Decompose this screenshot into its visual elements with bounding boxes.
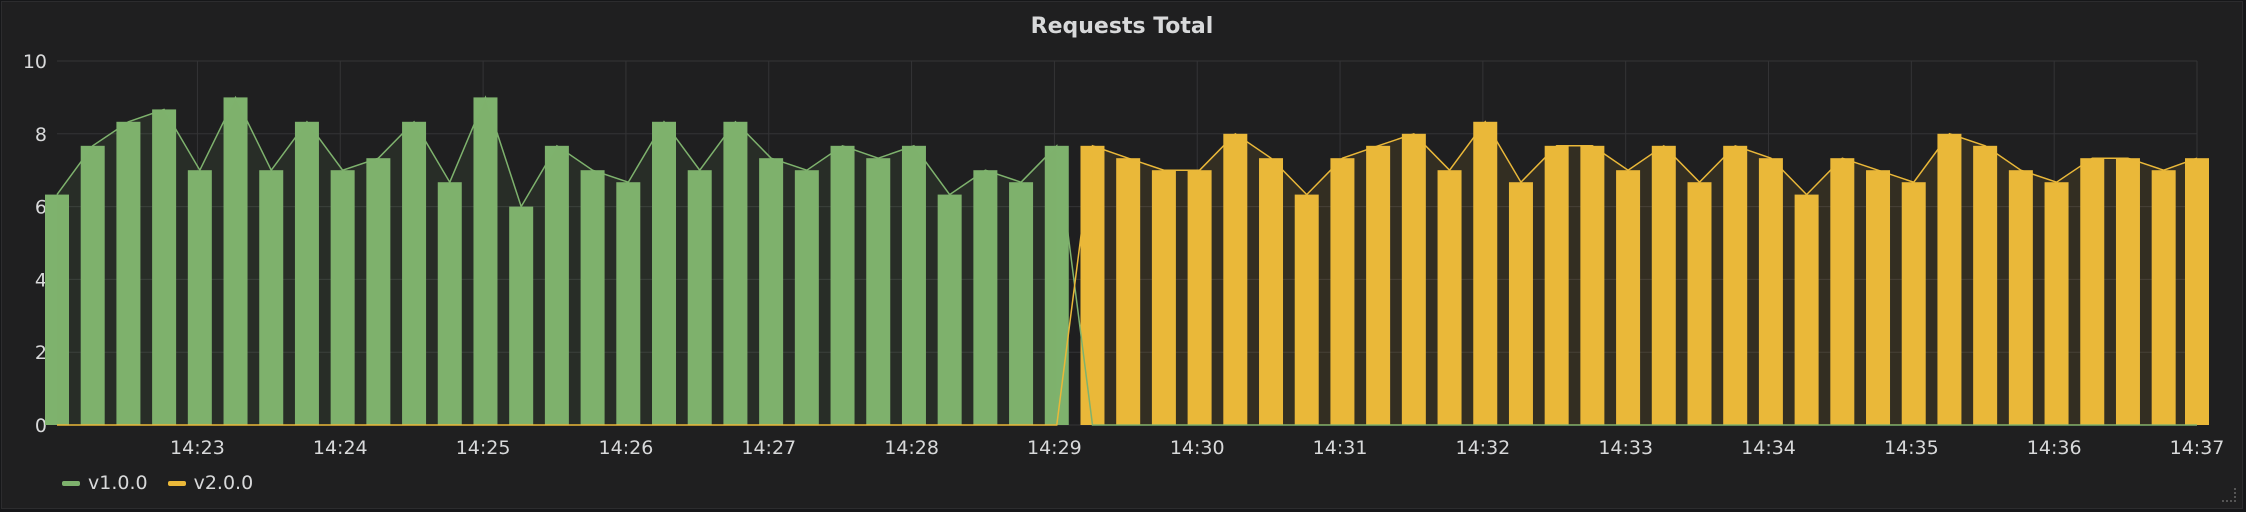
x-tick-label: 14:34 <box>1741 437 1796 459</box>
bar-v1-0-0 <box>80 145 105 425</box>
x-tick-label: 14:27 <box>741 437 796 459</box>
x-tick-label: 14:31 <box>1313 437 1368 459</box>
bar-v1-0-0 <box>544 145 569 425</box>
bar-v2-0-0 <box>1223 133 1248 426</box>
bar-v2-0-0 <box>1937 133 1962 426</box>
x-tick-label: 14:30 <box>1170 437 1225 459</box>
bar-v1-0-0 <box>116 121 141 426</box>
bar-v1-0-0 <box>580 170 605 425</box>
bar-v2-0-0 <box>1580 145 1605 425</box>
x-tick-label: 14:32 <box>1455 437 1510 459</box>
bar-v1-0-0 <box>830 145 855 425</box>
x-tick-label: 14:28 <box>884 437 939 459</box>
bar-v2-0-0 <box>1687 182 1712 425</box>
bar-v2-0-0 <box>2185 158 2209 426</box>
bar-v2-0-0 <box>1830 158 1855 426</box>
bar-v2-0-0 <box>1723 145 1748 425</box>
x-tick-label: 14:29 <box>1027 437 1082 459</box>
bar-v2-0-0 <box>2044 182 2069 425</box>
bar-v1-0-0 <box>901 145 926 425</box>
legend: v1.0.0 v2.0.0 <box>62 472 253 494</box>
legend-swatch-v1 <box>62 480 80 486</box>
series-line-v1-0-0 <box>56 95 2197 426</box>
bar-v2-0-0 <box>1401 133 1426 426</box>
bar-v2-0-0 <box>1473 121 1498 426</box>
bar-v2-0-0 <box>1294 194 1319 425</box>
bar-v2-0-0 <box>1080 145 1105 425</box>
legend-label-v2: v2.0.0 <box>193 472 254 494</box>
y-tick-label: 8 <box>35 124 47 146</box>
legend-item-v1[interactable]: v1.0.0 <box>62 472 148 494</box>
bar-v1-0-0 <box>1044 145 1069 425</box>
bar-v2-0-0 <box>1508 182 1533 425</box>
bar-v2-0-0 <box>2008 170 2033 425</box>
x-tick-label: 14:25 <box>456 437 511 459</box>
bar-v1-0-0 <box>330 170 355 425</box>
bar-v1-0-0 <box>152 109 177 426</box>
bar-v2-0-0 <box>1330 158 1355 426</box>
bar-v2-0-0 <box>2151 170 2176 425</box>
bar-v1-0-0 <box>187 170 212 425</box>
bar-v1-0-0 <box>509 206 534 425</box>
bar-v1-0-0 <box>223 97 248 426</box>
area-v1-0-0 <box>57 97 1057 426</box>
bar-v1-0-0 <box>437 182 462 425</box>
bar-v1-0-0 <box>937 194 962 425</box>
legend-label-v1: v1.0.0 <box>88 472 148 494</box>
series-line-v2-0-0 <box>57 120 2198 426</box>
bar-v1-0-0 <box>473 97 498 426</box>
bar-v2-0-0 <box>1973 145 1998 425</box>
y-tick-label: 0 <box>35 415 47 437</box>
bar-v2-0-0 <box>1116 158 1141 426</box>
bar-v2-0-0 <box>1758 158 1783 426</box>
bar-v1-0-0 <box>616 182 641 425</box>
bar-v2-0-0 <box>1651 145 1676 425</box>
bar-v1-0-0 <box>45 194 69 425</box>
bar-v1-0-0 <box>687 170 712 425</box>
panel-title[interactable]: Requests Total <box>1030 14 1214 39</box>
bar-v1-0-0 <box>402 121 427 426</box>
x-tick-label: 14:33 <box>1598 437 1653 459</box>
bar-v2-0-0 <box>1187 170 1212 425</box>
bar-v2-0-0 <box>2080 158 2105 426</box>
bar-v1-0-0 <box>294 121 319 426</box>
area-v2-0-0 <box>1092 121 2197 426</box>
bar-v2-0-0 <box>1901 182 1926 425</box>
x-tick-label: 14:35 <box>1884 437 1939 459</box>
bar-v2-0-0 <box>1151 170 1176 425</box>
bar-v2-0-0 <box>1366 145 1391 425</box>
bar-v2-0-0 <box>1866 170 1891 425</box>
bar-v1-0-0 <box>973 170 998 425</box>
x-tick-label: 14:37 <box>2170 437 2225 459</box>
bar-v1-0-0 <box>366 158 391 426</box>
bar-v2-0-0 <box>1794 194 1819 425</box>
bar-v1-0-0 <box>652 121 677 426</box>
y-tick-label: 6 <box>35 197 47 219</box>
x-tick-label: 14:24 <box>313 437 368 459</box>
bar-v2-0-0 <box>1437 170 1462 425</box>
bar-v2-0-0 <box>2115 158 2140 426</box>
bar-v2-0-0 <box>1544 145 1569 425</box>
bar-v1-0-0 <box>1009 182 1034 425</box>
y-tick-label: 10 <box>23 51 47 73</box>
y-tick-label: 4 <box>35 269 47 291</box>
bar-v1-0-0 <box>759 158 784 426</box>
bar-v1-0-0 <box>259 170 284 425</box>
x-tick-label: 14:23 <box>170 437 225 459</box>
bar-v1-0-0 <box>723 121 748 426</box>
legend-swatch-v2 <box>167 480 186 486</box>
bar-v1-0-0 <box>866 158 891 426</box>
legend-item-v2[interactable]: v2.0.0 <box>167 472 254 494</box>
y-tick-label: 2 <box>35 342 47 364</box>
x-tick-label: 14:36 <box>2027 437 2082 459</box>
bar-v2-0-0 <box>1616 170 1641 425</box>
bar-v2-0-0 <box>1259 158 1284 426</box>
x-tick-label: 14:26 <box>599 437 654 459</box>
bar-v1-0-0 <box>794 170 819 425</box>
resize-handle-icon[interactable] <box>2222 488 2236 502</box>
